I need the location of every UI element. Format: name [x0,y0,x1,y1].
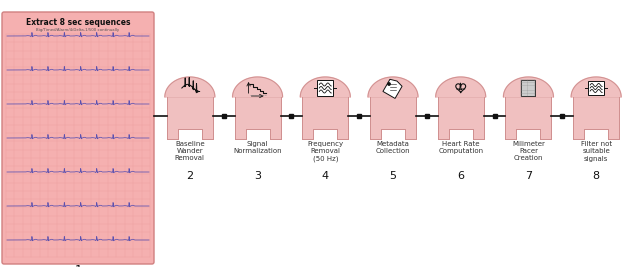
Polygon shape [368,77,418,97]
Polygon shape [235,97,280,139]
Text: 8: 8 [593,171,600,181]
Text: Frequency
Removal
(50 Hz): Frequency Removal (50 Hz) [307,141,343,162]
Text: Heart Rate
Computation: Heart Rate Computation [438,141,483,154]
Text: 6: 6 [457,171,464,181]
Text: 4: 4 [322,171,329,181]
Polygon shape [167,97,213,139]
Text: Signal
Normalization: Signal Normalization [233,141,282,154]
Text: 2: 2 [186,171,193,181]
Polygon shape [571,77,621,97]
FancyBboxPatch shape [2,12,154,264]
Polygon shape [438,97,484,139]
Polygon shape [506,97,552,139]
Polygon shape [504,77,554,97]
Polygon shape [300,77,350,97]
Bar [522,80,536,96]
Bar [317,80,333,96]
Polygon shape [383,79,402,99]
Text: Extract 8 sec sequences: Extract 8 sec sequences [26,18,131,27]
Polygon shape [370,97,416,139]
Text: Milimeter
Pacer
Creation: Milimeter Pacer Creation [512,141,545,162]
Text: 3: 3 [254,171,261,181]
Polygon shape [232,77,283,97]
Text: 1: 1 [74,264,82,267]
Polygon shape [436,77,486,97]
Polygon shape [302,97,348,139]
Text: Metadata
Collection: Metadata Collection [376,141,410,154]
Text: 5: 5 [390,171,397,181]
Text: Big/Timed/Alarm/4/Delta-1/500 continually: Big/Timed/Alarm/4/Delta-1/500 continuall… [36,28,120,32]
Polygon shape [165,77,215,97]
Text: Baseline
Wander
Removal: Baseline Wander Removal [175,141,205,162]
Text: 7: 7 [525,171,532,181]
Text: Filter not
suitable
signals: Filter not suitable signals [580,141,612,162]
Bar [588,81,604,95]
Polygon shape [573,97,619,139]
Circle shape [388,83,390,85]
